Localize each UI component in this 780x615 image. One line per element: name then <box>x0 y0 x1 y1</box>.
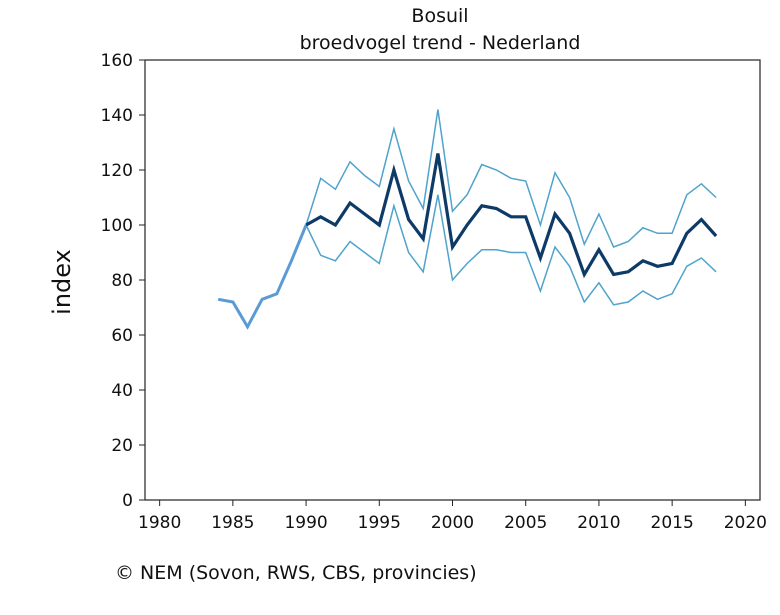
y-tick-label: 140 <box>101 106 133 126</box>
series-line-upper <box>305 109 717 248</box>
y-tick-label: 40 <box>111 381 133 401</box>
y-axis-label: index <box>48 249 76 315</box>
series-group <box>217 109 718 330</box>
x-tick-label: 2020 <box>724 513 767 533</box>
x-tick-label: 1995 <box>358 513 401 533</box>
x-tick-label: 2010 <box>577 513 620 533</box>
y-tick-label: 100 <box>101 216 133 236</box>
axis-ticks: 1980 1985 1990 1995 2000 2005 2010 2015 2020 0 20 4… <box>101 51 767 533</box>
credit-text: © NEM (Sovon, RWS, CBS, provincies) <box>115 562 477 584</box>
y-tick-label: 160 <box>101 51 133 71</box>
x-tick-label: 1990 <box>284 513 327 533</box>
y-tick-label: 0 <box>122 491 133 511</box>
y-tick-label: 80 <box>111 271 133 291</box>
x-tick-label: 2000 <box>431 513 474 533</box>
series-line-index <box>305 153 718 279</box>
x-tick-label: 2015 <box>651 513 694 533</box>
series-line-early <box>217 224 308 330</box>
y-tick-label: 60 <box>111 326 133 346</box>
x-tick-label: 2005 <box>504 513 547 533</box>
chart-title: Bosuil <box>411 5 468 27</box>
series-line-lower <box>305 194 717 306</box>
x-tick-label: 1985 <box>211 513 254 533</box>
y-tick-label: 120 <box>101 161 133 181</box>
chart-subtitle: broedvogel trend - Nederland <box>300 32 581 54</box>
x-tick-label: 1980 <box>138 513 181 533</box>
y-tick-label: 20 <box>111 436 133 456</box>
